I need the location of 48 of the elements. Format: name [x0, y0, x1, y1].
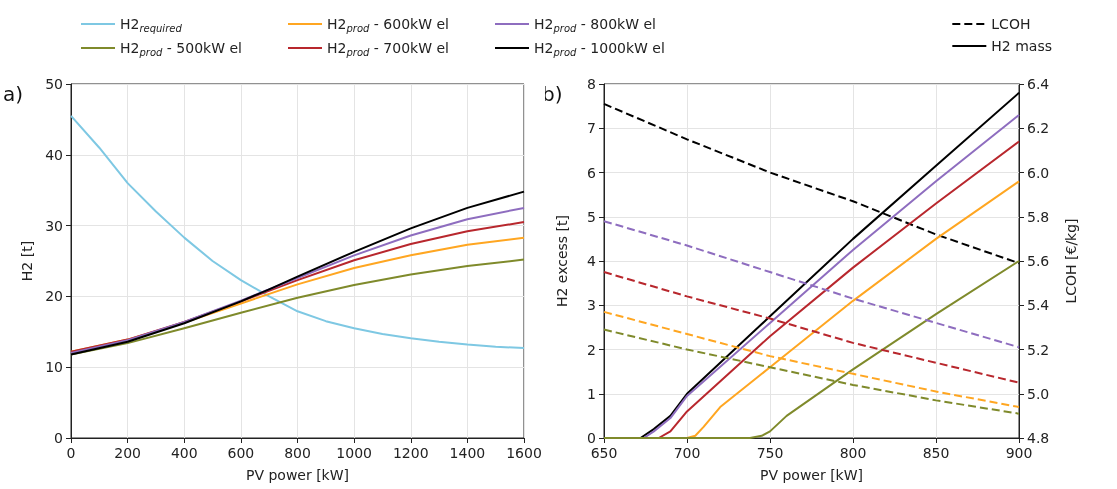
x-tick-label: 700 — [673, 445, 701, 461]
legend-label: H2 mass — [991, 38, 1053, 54]
y-tick-label: 2 — [587, 341, 596, 358]
y-tick-label: 1 — [587, 385, 596, 402]
y-tick-label: 5 — [587, 208, 596, 225]
text: a) — [3, 82, 24, 106]
y2-tick-label: 5.2 — [1027, 341, 1050, 358]
y2-tick-label: 6.4 — [1027, 76, 1050, 92]
y2-axis-title: LCOH [€/kg] — [1063, 218, 1079, 304]
y2-tick-label: 6.2 — [1027, 120, 1050, 137]
x-tick-label: 650 — [590, 445, 618, 461]
x-tick-label: 900 — [1005, 445, 1033, 461]
x-tick-label: 400 — [170, 445, 198, 461]
y-tick-label: 3 — [587, 297, 596, 314]
x-axis-title: PV power [kW] — [245, 467, 350, 483]
y2-tick-label: 5.0 — [1027, 385, 1050, 402]
x-tick-label: 1200 — [392, 445, 429, 461]
y2-tick-label: 5.8 — [1027, 208, 1050, 225]
y-tick-label: 30 — [45, 217, 63, 234]
y-tick-label: 40 — [45, 146, 63, 163]
x-tick-label: 1000 — [336, 445, 372, 461]
y2-tick-label: 4.8 — [1027, 430, 1050, 446]
x-tick-label: 200 — [114, 445, 141, 461]
x-tick-label: 600 — [227, 445, 255, 461]
x-tick-label: 0 — [66, 445, 76, 461]
y-tick-label: 6 — [587, 164, 597, 181]
x-tick-label: 750 — [756, 445, 784, 461]
y-axis-title: H2 excess [t] — [554, 214, 570, 308]
y-axis-title: H2 [t] — [19, 240, 36, 282]
x-tick-label: 850 — [922, 445, 950, 461]
x-tick-label: 800 — [839, 445, 867, 461]
y-tick-label: 7 — [587, 120, 596, 137]
y-tick-label: 10 — [45, 359, 63, 376]
y2-tick-label: 6.0 — [1027, 164, 1050, 181]
x-tick-label: 1400 — [449, 445, 486, 461]
y-tick-label: 0 — [54, 430, 63, 446]
y-tick-label: 8 — [587, 76, 596, 92]
y2-tick-label: 5.4 — [1027, 297, 1050, 314]
y-tick-label: 0 — [587, 430, 596, 446]
line-series — [70, 114, 525, 350]
y-tick-label: 20 — [45, 288, 63, 305]
x-tick-label: 800 — [284, 445, 311, 461]
y-tick-label: 4 — [587, 253, 597, 269]
y2-tick-label: 5.6 — [1027, 253, 1050, 269]
legend-label: LCOH — [991, 16, 1031, 32]
y-tick-label: 50 — [45, 76, 63, 92]
x-tick-label: 1600 — [506, 445, 542, 461]
x-axis-title: PV power [kW] — [759, 467, 864, 483]
